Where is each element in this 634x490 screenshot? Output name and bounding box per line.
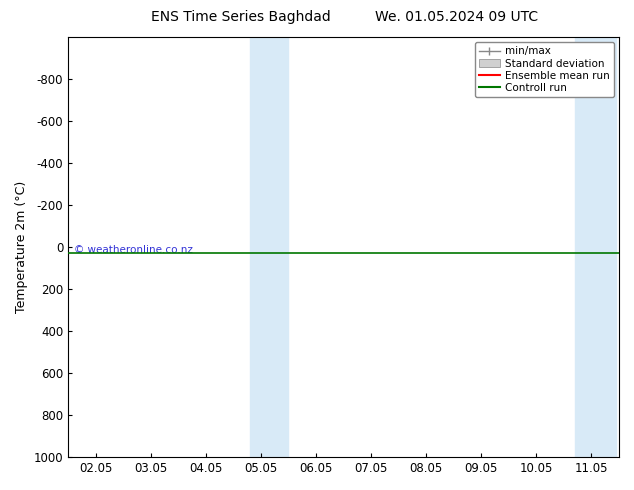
Text: ENS Time Series Baghdad: ENS Time Series Baghdad [151, 10, 331, 24]
Bar [250, 37, 269, 457]
Text: We. 01.05.2024 09 UTC: We. 01.05.2024 09 UTC [375, 10, 538, 24]
Text: © weatheronline.co.nz: © weatheronline.co.nz [74, 245, 193, 255]
Y-axis label: Temperature 2m (°C): Temperature 2m (°C) [15, 181, 28, 313]
Bar [594, 37, 616, 457]
Legend: min/max, Standard deviation, Ensemble mean run, Controll run: min/max, Standard deviation, Ensemble me… [475, 42, 614, 97]
Bar [575, 37, 594, 457]
Bar [269, 37, 288, 457]
